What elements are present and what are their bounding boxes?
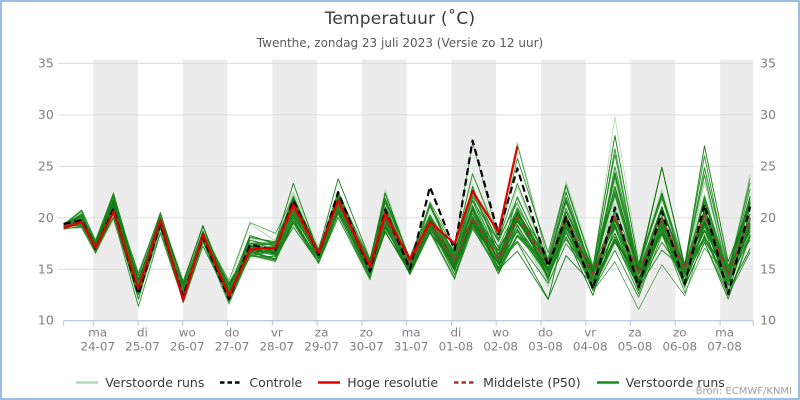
legend-label: Controle [249, 374, 303, 390]
svg-text:ma: ma [402, 326, 421, 340]
svg-text:06-08: 06-08 [662, 340, 697, 354]
source-credit: Bron: ECMWF/KNMI [695, 386, 792, 397]
svg-text:do: do [538, 326, 553, 340]
legend-label: Hoge resolutie [347, 374, 439, 390]
legend-swatch-line-icon [454, 380, 477, 384]
svg-text:25-07: 25-07 [125, 340, 160, 354]
svg-text:wo: wo [179, 326, 196, 340]
svg-text:10: 10 [38, 313, 54, 328]
svg-text:di: di [137, 326, 148, 340]
svg-text:30: 30 [38, 107, 54, 122]
svg-text:vr: vr [584, 326, 596, 340]
svg-text:15: 15 [760, 261, 776, 276]
svg-text:26-07: 26-07 [170, 340, 205, 354]
legend-label: Middelste (P50) [483, 374, 581, 390]
svg-text:15: 15 [38, 261, 54, 276]
svg-text:zo: zo [673, 326, 687, 340]
svg-text:30-07: 30-07 [349, 340, 384, 354]
day-bands [93, 59, 754, 321]
svg-text:02-08: 02-08 [483, 340, 518, 354]
svg-text:ma: ma [88, 326, 107, 340]
svg-text:28-07: 28-07 [259, 340, 294, 354]
hires-line [63, 146, 519, 302]
svg-text:27-07: 27-07 [215, 340, 250, 354]
legend-label: Verstoorde runs [625, 374, 725, 390]
control-line [63, 139, 752, 301]
svg-text:di: di [450, 326, 461, 340]
svg-text:ma: ma [715, 326, 734, 340]
svg-text:10: 10 [760, 313, 776, 328]
legend-label: Verstoorde runs [105, 374, 205, 390]
svg-text:20: 20 [38, 210, 54, 225]
legend-item: Verstoorde runs [75, 375, 204, 390]
legend-swatch-line-icon [220, 380, 243, 384]
svg-text:31-07: 31-07 [394, 340, 429, 354]
svg-text:25: 25 [760, 158, 776, 173]
svg-text:30: 30 [760, 107, 776, 122]
svg-text:20: 20 [760, 210, 776, 225]
legend-item: Verstoorde runs [596, 375, 725, 390]
svg-text:29-07: 29-07 [304, 340, 339, 354]
legend-item: Controle [219, 375, 302, 390]
svg-text:wo: wo [492, 326, 509, 340]
svg-text:35: 35 [38, 55, 54, 70]
svg-text:vr: vr [271, 326, 283, 340]
svg-text:01-08: 01-08 [439, 340, 474, 354]
x-tick-labels: ma24-07di25-07wo26-07do27-07vr28-07za29-… [80, 326, 742, 354]
legend-swatch-line-icon [318, 380, 341, 384]
svg-text:24-07: 24-07 [80, 340, 115, 354]
y-tick-labels: 10 10 15 15 20 20 25 25 30 30 35 35 [38, 55, 776, 327]
legend-item: Hoge resolutie [317, 375, 438, 390]
legend-swatch-line-icon [76, 380, 99, 384]
svg-text:25: 25 [38, 158, 54, 173]
svg-text:za: za [315, 326, 329, 340]
svg-text:07-08: 07-08 [707, 340, 742, 354]
svg-text:04-08: 04-08 [573, 340, 608, 354]
chart-subtitle: Twenthe, zondag 23 juli 2023 (Versie zo … [256, 36, 544, 50]
svg-text:03-08: 03-08 [528, 340, 563, 354]
legend-item: Middelste (P50) [453, 375, 581, 390]
chart-legend: Verstoorde runs Controle Hoge resolutie Mid… [2, 373, 798, 391]
x-axis [63, 320, 754, 326]
chart-title: Temperatuur (˚C) [324, 9, 476, 29]
svg-text:za: za [628, 326, 642, 340]
svg-text:05-08: 05-08 [618, 340, 653, 354]
svg-text:zo: zo [360, 326, 374, 340]
svg-text:do: do [225, 326, 240, 340]
legend-swatch-line-icon [596, 380, 619, 384]
svg-text:35: 35 [760, 55, 776, 70]
